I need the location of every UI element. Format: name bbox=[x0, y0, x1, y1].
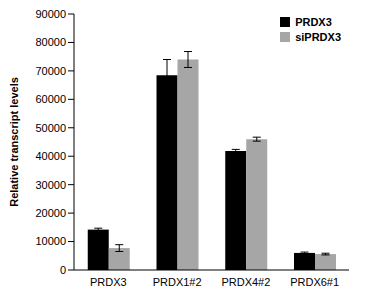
svg-text:Relative transcript levels: Relative transcript levels bbox=[8, 77, 20, 207]
svg-text:80000: 80000 bbox=[35, 36, 66, 48]
svg-text:40000: 40000 bbox=[35, 150, 66, 162]
html-text:PRDX3: PRDX3 bbox=[295, 16, 332, 28]
svg-text:70000: 70000 bbox=[35, 65, 66, 77]
svg-text:30000: 30000 bbox=[35, 179, 66, 191]
svg-text:90000: 90000 bbox=[35, 8, 66, 20]
svg-text:20000: 20000 bbox=[35, 207, 66, 219]
svg-text:PRDX4#2: PRDX4#2 bbox=[221, 276, 270, 288]
svg-text:PRDX1#2: PRDX1#2 bbox=[153, 276, 202, 288]
svg-text:60000: 60000 bbox=[35, 93, 66, 105]
svg-text:50000: 50000 bbox=[35, 122, 66, 134]
svg-text:10000: 10000 bbox=[35, 235, 66, 247]
svg-text:PRDX6#1: PRDX6#1 bbox=[290, 276, 339, 288]
svg-text:PRDX3: PRDX3 bbox=[90, 276, 127, 288]
svg-text:0: 0 bbox=[60, 264, 66, 276]
html-text:siPRDX3: siPRDX3 bbox=[295, 31, 341, 43]
